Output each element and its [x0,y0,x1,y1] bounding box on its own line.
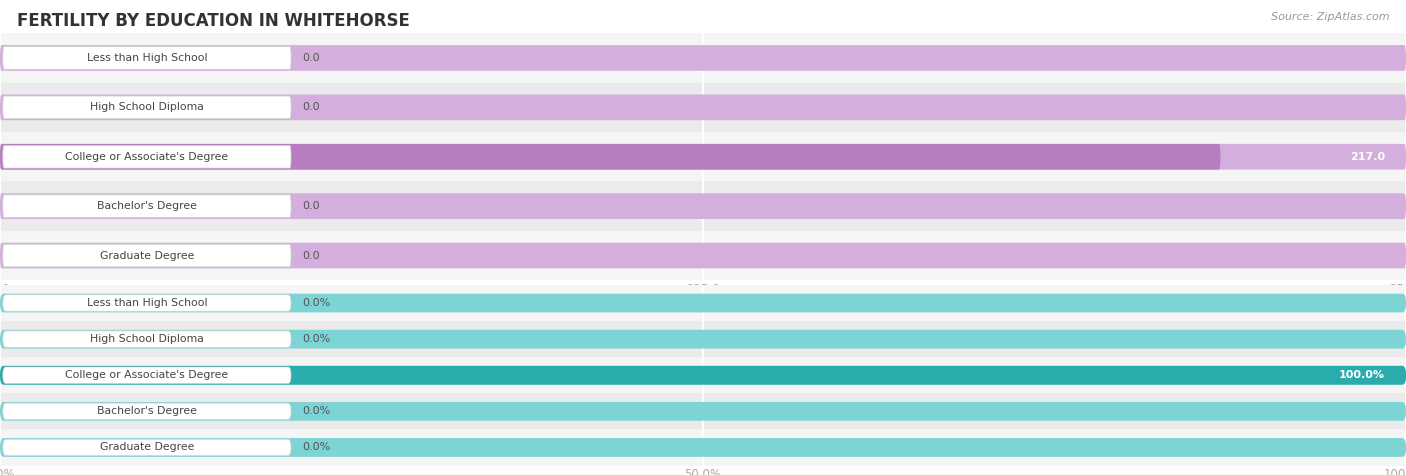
Text: Graduate Degree: Graduate Degree [100,250,194,261]
Text: College or Associate's Degree: College or Associate's Degree [65,152,229,162]
Text: Bachelor's Degree: Bachelor's Degree [97,406,197,417]
Text: 0.0: 0.0 [302,53,321,63]
FancyBboxPatch shape [0,294,1406,313]
FancyBboxPatch shape [0,95,1406,120]
Text: 0.0: 0.0 [302,102,321,113]
Text: 100.0%: 100.0% [1339,370,1385,380]
Text: 0.0%: 0.0% [302,334,330,344]
Text: 0.0%: 0.0% [302,406,330,417]
Bar [0,33,1406,83]
Text: 0.0: 0.0 [302,201,321,211]
Bar [0,231,1406,280]
FancyBboxPatch shape [0,144,1220,170]
Text: 0.0%: 0.0% [302,298,330,308]
Text: Graduate Degree: Graduate Degree [100,442,194,453]
FancyBboxPatch shape [0,366,1406,385]
Text: High School Diploma: High School Diploma [90,334,204,344]
FancyBboxPatch shape [3,331,291,347]
Bar [0,83,1406,132]
Text: FERTILITY BY EDUCATION IN WHITEHORSE: FERTILITY BY EDUCATION IN WHITEHORSE [17,12,409,30]
Bar [0,429,1406,466]
FancyBboxPatch shape [0,144,1406,170]
Text: Source: ZipAtlas.com: Source: ZipAtlas.com [1271,12,1389,22]
FancyBboxPatch shape [0,402,1406,421]
Text: High School Diploma: High School Diploma [90,102,204,113]
Text: Bachelor's Degree: Bachelor's Degree [97,201,197,211]
FancyBboxPatch shape [3,47,291,69]
FancyBboxPatch shape [3,145,291,168]
FancyBboxPatch shape [0,243,1406,268]
Bar [0,181,1406,231]
FancyBboxPatch shape [3,96,291,119]
FancyBboxPatch shape [0,366,1406,385]
Text: 217.0: 217.0 [1350,152,1385,162]
FancyBboxPatch shape [3,295,291,311]
Text: Less than High School: Less than High School [87,298,207,308]
Bar [0,393,1406,429]
Text: 0.0%: 0.0% [302,442,330,453]
Bar [0,357,1406,393]
FancyBboxPatch shape [0,330,1406,349]
Bar [0,321,1406,357]
Bar [0,285,1406,321]
FancyBboxPatch shape [3,367,291,383]
FancyBboxPatch shape [3,195,291,218]
FancyBboxPatch shape [0,45,1406,71]
Bar [0,132,1406,181]
Text: College or Associate's Degree: College or Associate's Degree [65,370,229,380]
Text: 0.0: 0.0 [302,250,321,261]
FancyBboxPatch shape [0,193,1406,219]
FancyBboxPatch shape [3,403,291,419]
FancyBboxPatch shape [0,438,1406,457]
Text: Less than High School: Less than High School [87,53,207,63]
FancyBboxPatch shape [3,439,291,456]
FancyBboxPatch shape [3,244,291,267]
